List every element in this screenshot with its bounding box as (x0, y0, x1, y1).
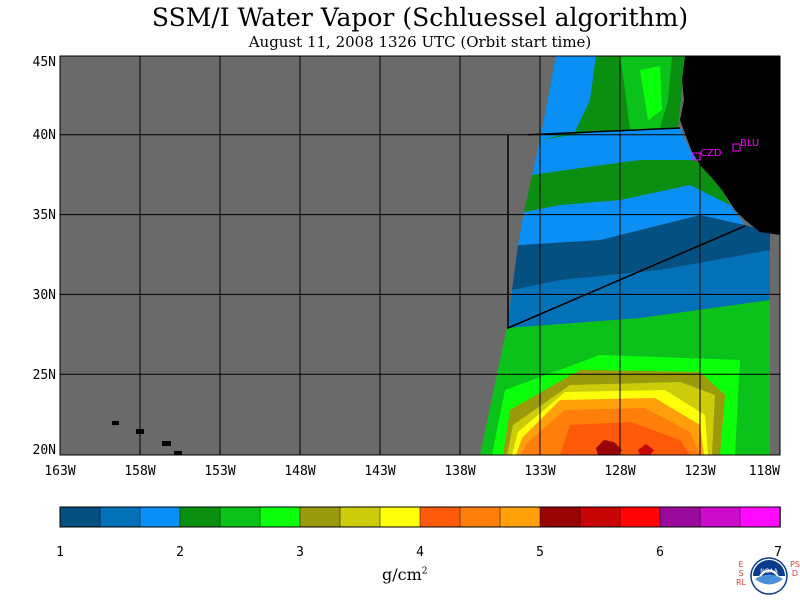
colorbar-swatch (99, 506, 141, 528)
colorbar-swatch (539, 506, 581, 528)
colorbar-tick-6: 6 (656, 545, 664, 560)
colorbar-ticks: 1 2 3 4 5 6 7 (56, 545, 782, 560)
swath-band-green-mid (500, 300, 770, 360)
plot-frame (59, 55, 781, 456)
colorbar-swatch (379, 506, 421, 528)
lat-label-30n: 30N (33, 288, 56, 303)
colorbar (59, 506, 781, 528)
hawaiian-islands (112, 421, 182, 455)
lon-label-143w: 143W (364, 464, 395, 479)
swath-band-dark-orange (560, 422, 690, 455)
colorbar-tick-5: 5 (536, 545, 544, 560)
lon-label-123w: 123W (684, 464, 715, 479)
lon-label-128w: 128W (604, 464, 635, 479)
lat-label-40n: 40N (33, 128, 56, 143)
units-exponent: 2 (421, 566, 428, 577)
lon-label-148w: 148W (284, 464, 315, 479)
colorbar-units: g/cm2 (382, 565, 428, 584)
colorbar-swatch (259, 506, 301, 528)
latitude-labels: 45N 40N 35N 30N 25N 20N (33, 55, 56, 458)
colorbar-swatch (59, 506, 101, 528)
colorbar-swatch (459, 506, 501, 528)
colorbar-swatch (659, 506, 701, 528)
psd-label: PSD (790, 560, 800, 578)
lon-label-163w: 163W (44, 464, 75, 479)
colorbar-swatch (139, 506, 181, 528)
lon-label-138w: 138W (444, 464, 475, 479)
map-title: SSM/I Water Vapor (Schluessel algorithm) (151, 3, 689, 32)
colorbar-tick-2: 2 (176, 545, 184, 560)
station-blu-label: BLU (740, 138, 759, 149)
colorbar-swatch (619, 506, 661, 528)
colorbar-swatch (219, 506, 261, 528)
colorbar-swatch (499, 506, 541, 528)
colorbar-tick-7: 7 (774, 545, 782, 560)
swath-spot-darkred (596, 440, 622, 455)
graticule (60, 56, 780, 455)
colorbar-swatch (699, 506, 741, 528)
colorbar-swatch (739, 506, 781, 528)
map-subtitle: August 11, 2008 1326 UTC (Orbit start ti… (248, 33, 592, 51)
swath-band-bright-green-top (640, 66, 662, 120)
swath-band-navy (512, 215, 770, 290)
noaa-logo-text: NOAA (760, 568, 778, 575)
lat-label-20n: 20N (33, 443, 56, 458)
noaa-logo: NOAA (750, 557, 788, 595)
lon-label-118w: 118W (749, 464, 780, 479)
swath-band-blue-mid (507, 250, 770, 328)
esrl-label: ESRL (736, 560, 747, 587)
station-markers: CZD BLU (692, 138, 759, 161)
analysis-region-outline (507, 127, 746, 330)
swath-band-green-north (524, 160, 730, 212)
colorbar-swatch (179, 506, 221, 528)
station-czd-marker (692, 152, 701, 161)
lat-label-25n: 25N (33, 368, 56, 383)
colorbar-swatch (299, 506, 341, 528)
land-north-america (680, 56, 780, 235)
colorbar-swatch (339, 506, 381, 528)
colorbar-tick-1: 1 (56, 545, 64, 560)
longitude-labels: 163W 158W 153W 148W 143W 138W 133W 128W … (44, 464, 780, 479)
lon-label-133w: 133W (524, 464, 555, 479)
lon-label-158w: 158W (124, 464, 155, 479)
colorbar-tick-4: 4 (416, 545, 424, 560)
lat-label-35n: 35N (33, 208, 56, 223)
station-czd-label: CZD (700, 148, 722, 159)
water-vapor-field (480, 56, 780, 455)
colorbar-frame (59, 506, 781, 528)
colorbar-tick-3: 3 (296, 545, 304, 560)
swath-spot-red (638, 444, 654, 455)
swath-band-blue-top (540, 56, 596, 140)
colorbar-swatch (579, 506, 621, 528)
swath-band-blue-north (532, 128, 700, 175)
lon-label-153w: 153W (204, 464, 235, 479)
station-blu-marker (732, 143, 741, 152)
colorbar-swatch (419, 506, 461, 528)
units-text: g/cm (382, 565, 422, 584)
lat-label-45n: 45N (33, 55, 56, 70)
